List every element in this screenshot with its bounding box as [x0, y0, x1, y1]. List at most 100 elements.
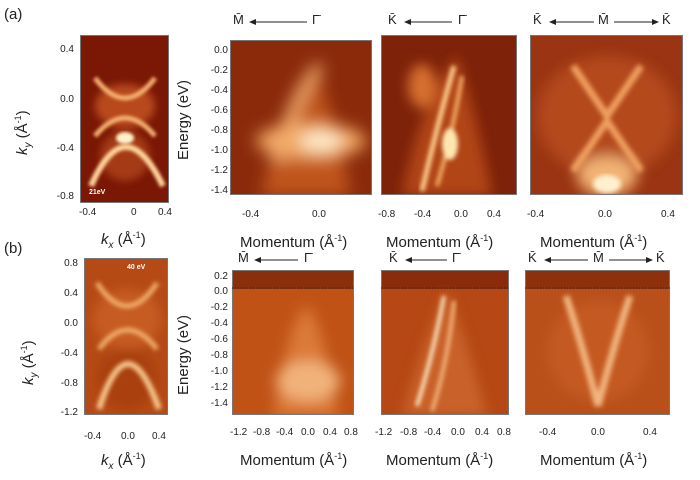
tick-label: -0.8 [210, 125, 228, 136]
tick-label: 0.0 [312, 209, 326, 220]
tick-label: -0.4 [210, 318, 228, 329]
direction-arrow-icon [404, 19, 452, 25]
arpes-cut-a3 [530, 35, 683, 195]
direction-arrow-icon [549, 19, 594, 25]
direction-label-mid: M̄ [598, 12, 609, 27]
tick-label: -1.2 [60, 407, 78, 418]
tick-label: -1.2 [210, 382, 228, 393]
tick-label: -0.8 [56, 191, 74, 202]
cut-b3-xlabel: Momentum (Å-1) [540, 451, 648, 469]
fermi-level-line [381, 287, 509, 289]
fermi-level-line [525, 287, 670, 289]
tick-label: -1.2 [210, 165, 228, 176]
direction-label-right: K̄ [662, 12, 671, 27]
tick-label: -0.8 [378, 209, 396, 220]
tick-label: 0.0 [451, 427, 465, 438]
tick-label: 0.0 [64, 318, 78, 329]
tick-label: 0.4 [152, 431, 166, 442]
tick-label: -0.6 [210, 334, 228, 345]
fermi-a-xlabel: kx (Å-1) [101, 230, 146, 251]
tick-label: 0.0 [598, 209, 612, 220]
fermi-b-ylabel: ky (Å-1) [19, 340, 40, 385]
tick-label: 0.0 [121, 431, 135, 442]
tick-label: -1.4 [210, 185, 228, 196]
tick-label: -0.4 [56, 143, 74, 154]
tick-label: -0.2 [210, 302, 228, 313]
cut-a2-xlabel: Momentum (Å-1) [386, 233, 494, 251]
tick-label: -0.4 [424, 427, 442, 438]
tick-label: 0.0 [591, 427, 605, 438]
tick-label: -0.4 [60, 348, 78, 359]
tick-label: -1.0 [210, 366, 228, 377]
tick-label: -0.8 [400, 427, 418, 438]
direction-arrow-icon [249, 19, 307, 25]
tick-label: 0.8 [497, 427, 511, 438]
tick-label: -1.4 [210, 398, 228, 409]
tick-label: -0.4 [539, 427, 557, 438]
tick-label: -0.4 [79, 207, 97, 218]
tick-label: 0.4 [60, 44, 74, 55]
tick-label: -0.4 [84, 431, 102, 442]
direction-label-right: Γ̄ [452, 250, 460, 265]
tick-label: -0.4 [210, 85, 228, 96]
tick-label: 0.0 [454, 209, 468, 220]
tick-label: 0.4 [487, 209, 501, 220]
arpes-cut-a2 [381, 35, 517, 195]
tick-label: 0.0 [60, 94, 74, 105]
cut-a3-xlabel: Momentum (Å-1) [540, 233, 648, 251]
direction-arrow-icon [609, 257, 653, 263]
fermi-map-b: 40 eV [84, 258, 168, 415]
tick-label: -0.2 [210, 65, 228, 76]
direction-label-left: K̄ [388, 12, 397, 27]
tick-label: -0.4 [414, 209, 432, 220]
tick-label: -0.4 [527, 209, 545, 220]
direction-label-mid: M̄ [593, 250, 604, 265]
tick-label: 0.0 [301, 427, 315, 438]
tick-label: 0.0 [214, 45, 228, 56]
panel-label-a: (a) [4, 6, 23, 23]
direction-label-right: Γ̄ [458, 12, 466, 27]
fermi-level-line [232, 287, 354, 289]
direction-label-left: K̄ [528, 250, 537, 265]
tick-label: 0 [131, 207, 137, 218]
tick-label: 0.4 [64, 288, 78, 299]
direction-arrow-icon [544, 257, 588, 263]
tick-label: -0.4 [276, 427, 294, 438]
tick-label: 0.2 [214, 271, 228, 282]
tick-label: -0.6 [210, 105, 228, 116]
direction-arrow-icon [614, 19, 659, 25]
tick-label: -0.4 [242, 209, 260, 220]
tick-label: 0.4 [475, 427, 489, 438]
direction-label-left: K̄ [389, 250, 398, 265]
arpes-cut-b3 [525, 270, 670, 415]
energy-axis-label-b: Energy (eV) [175, 314, 192, 395]
energy-axis-label-a: Energy (eV) [175, 79, 192, 160]
tick-label: -0.8 [60, 378, 78, 389]
arpes-cut-b1 [232, 270, 354, 415]
tick-label: 0.4 [661, 209, 675, 220]
direction-label-left: M̄ [233, 12, 244, 27]
panel-label-b: (b) [4, 240, 23, 257]
tick-label: 0.4 [158, 207, 172, 218]
direction-label-right: K̄ [656, 250, 665, 265]
tick-label: 0.4 [323, 427, 337, 438]
direction-label-right: Γ̄ [312, 12, 320, 27]
tick-label: 0.8 [344, 427, 358, 438]
fermi-a-ylabel: ky (Å-1) [13, 110, 34, 155]
tick-label: -0.8 [253, 427, 271, 438]
arpes-cut-b2 [381, 270, 509, 415]
direction-label-left: K̄ [533, 12, 542, 27]
photon-energy-a: 21eV [89, 189, 106, 196]
direction-arrow-icon [405, 257, 447, 263]
fermi-b-xlabel: kx (Å-1) [101, 451, 146, 472]
direction-label-right: Γ̄ [304, 250, 312, 265]
cut-a1-xlabel: Momentum (Å-1) [240, 233, 348, 251]
photon-energy-b: 40 eV [127, 264, 146, 271]
tick-label: 0.8 [64, 258, 78, 269]
fermi-map-a: 21eV [80, 35, 169, 203]
tick-label: -1.0 [210, 145, 228, 156]
cut-b2-xlabel: Momentum (Å-1) [386, 451, 494, 469]
tick-label: 0.4 [643, 427, 657, 438]
tick-label: -0.8 [210, 350, 228, 361]
arpes-cut-a1 [230, 40, 372, 195]
